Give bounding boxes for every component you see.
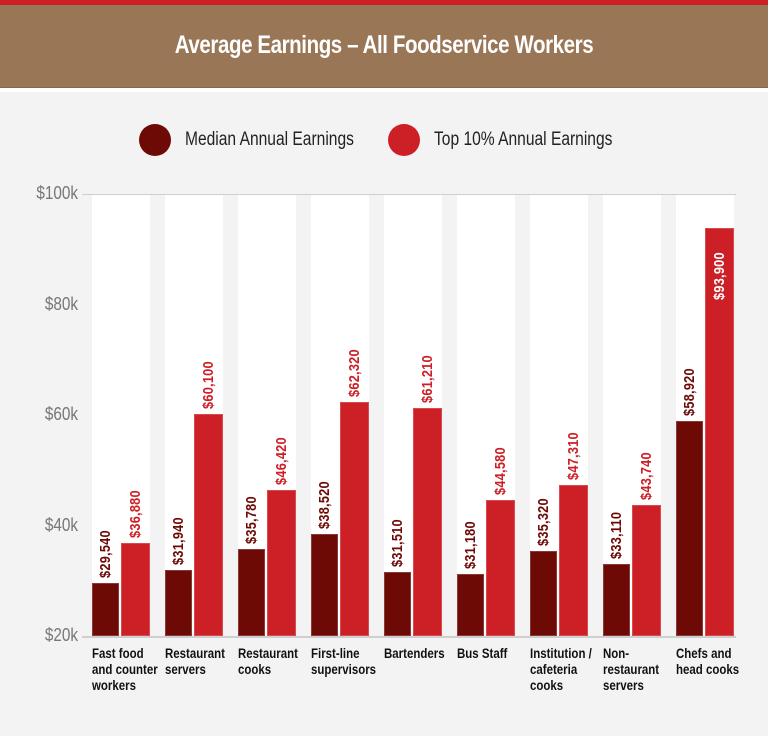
median-bar [384, 572, 411, 636]
legend: Median Annual Earnings Top 10% Annual Ea… [0, 124, 768, 156]
category-label-line: cooks [238, 662, 272, 677]
median-value-label: $31,510 [388, 519, 406, 568]
category-label-line: cafeteria [530, 662, 578, 677]
category-label-line: workers [92, 678, 137, 693]
category-label-line: Chefs and [676, 646, 732, 661]
x-axis-category-label: First-line supervisors [311, 646, 376, 678]
x-axis-category-label: Fast food and counter workers [92, 646, 158, 694]
median-bar [676, 420, 703, 636]
x-axis-category-label: Chefs and head cooks [676, 646, 739, 678]
median-value-label: $35,320 [534, 498, 552, 547]
top10-value-label: $46,420 [272, 437, 290, 486]
median-bar [238, 548, 265, 636]
top10-bar [121, 542, 150, 636]
x-axis-baseline [82, 636, 736, 638]
median-value-label: $58,920 [680, 368, 698, 416]
chart-title: Average Earnings – All Foodservice Worke… [174, 31, 594, 59]
top10-bar [194, 414, 223, 636]
top10-bar [705, 227, 734, 636]
y-axis-tick-label: $40k [44, 514, 78, 535]
category-label-line: Restaurant [165, 646, 225, 661]
median-bar [311, 533, 338, 636]
category-label-line: head cooks [676, 662, 740, 677]
top-accent-strip [0, 0, 768, 5]
category-label-line: cooks [530, 678, 564, 693]
category-label-line: servers [603, 678, 644, 693]
top10-bar [559, 485, 588, 636]
category-label-line: and counter [92, 662, 158, 677]
x-axis-category-label: Restaurant cooks [238, 646, 298, 678]
legend-swatch-top10-icon [388, 124, 420, 156]
median-bar [457, 574, 484, 636]
legend-label-top10: Top 10% Annual Earnings [434, 129, 613, 150]
category-label-line: Institution / [530, 646, 592, 661]
legend-item-median: Median Annual Earnings [139, 124, 391, 156]
median-value-label: $33,110 [607, 511, 625, 559]
median-bar [92, 583, 119, 636]
category-label-line: Bartenders [384, 646, 445, 661]
title-band: Average Earnings – All Foodservice Worke… [0, 5, 768, 88]
y-axis-tick-label: $80k [44, 293, 78, 314]
category-label-line: Non- [603, 646, 630, 661]
category-label-line: servers [165, 662, 206, 677]
top10-value-label: $93,900 [710, 251, 728, 300]
top10-bar [486, 500, 515, 636]
top10-bar [340, 402, 369, 636]
top10-value-label: $43,740 [637, 451, 655, 500]
top10-value-label: $62,320 [345, 349, 363, 398]
top10-bar [632, 504, 661, 636]
median-value-label: $38,520 [315, 480, 333, 529]
top-gridline [82, 194, 736, 195]
category-label-line: Fast food [92, 646, 144, 661]
median-value-label: $35,780 [242, 495, 260, 544]
top10-value-label: $60,100 [199, 361, 217, 410]
category-label-line: First-line [311, 646, 360, 661]
median-value-label: $31,180 [461, 521, 479, 570]
x-axis-category-label: Bartenders [384, 646, 445, 662]
y-axis-tick-label: $100k [36, 183, 78, 203]
divider [0, 88, 768, 92]
top10-value-label: $61,210 [418, 355, 436, 404]
x-axis-category-label: Institution / cafeteria cooks [530, 646, 592, 694]
x-axis-category-label: Non-restaurant servers [603, 646, 659, 694]
legend-swatch-median-icon [139, 124, 171, 156]
median-bar [603, 563, 630, 636]
median-value-label: $31,940 [169, 517, 187, 566]
top10-value-label: $44,580 [491, 447, 509, 496]
top10-value-label: $36,880 [126, 489, 144, 538]
x-axis-category-label: Restaurant servers [165, 646, 225, 678]
legend-item-top10: Top 10% Annual Earnings [388, 124, 652, 156]
category-label-line: restaurant [603, 662, 660, 677]
top10-value-label: $47,310 [564, 432, 582, 481]
top10-bar [413, 408, 442, 636]
median-value-label: $29,540 [96, 530, 114, 579]
legend-label-median: Median Annual Earnings [185, 129, 354, 150]
y-axis-tick-label: $60k [44, 404, 78, 424]
median-bar [530, 551, 557, 636]
category-label-line: supervisors [311, 662, 377, 677]
category-label-line: Bus Staff [457, 646, 508, 661]
category-label-line: Restaurant [238, 646, 298, 661]
median-bar [165, 570, 192, 636]
top10-bar [267, 490, 296, 636]
x-axis-category-label: Bus Staff [457, 646, 507, 662]
y-axis-tick-label: $20k [44, 625, 78, 645]
